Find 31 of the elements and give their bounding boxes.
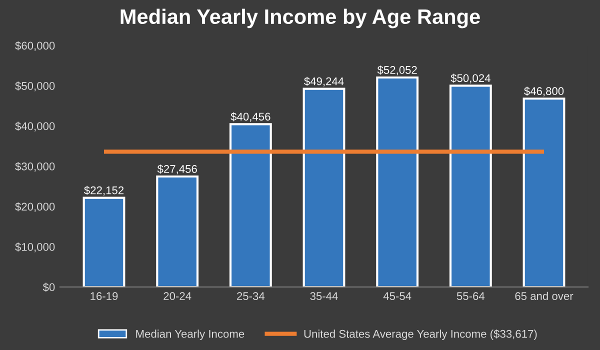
y-tick-label: $60,000 [15,41,55,51]
bar [522,98,566,287]
data-label: $52,052 [377,66,417,76]
data-label: $50,024 [450,74,490,84]
data-label: $46,800 [524,86,564,96]
bar [449,84,492,287]
bar [376,76,419,287]
data-label: $49,244 [304,76,344,87]
y-tick-label: $30,000 [15,162,55,172]
bar [82,196,126,287]
legend-label: United States Average Yearly Income ($33,617) [304,329,537,340]
x-tick-label: 16-19 [90,292,118,300]
x-tick-label: 45-54 [383,292,412,300]
x-tick-label: 25-34 [237,292,265,300]
x-tick-label: 55-64 [456,292,485,300]
y-tick-label: $20,000 [15,202,55,212]
data-label: $40,456 [230,112,270,122]
y-tick-label: $40,000 [15,122,55,132]
data-label: $27,456 [157,164,197,174]
y-tick-label: $0 [42,282,55,292]
data-label: $22,152 [84,186,124,196]
bar [156,175,199,287]
bar [302,88,346,287]
chart-title: Median Yearly Income by Age Range [120,8,480,28]
y-tick-label: $50,000 [15,82,55,92]
bar [229,123,272,287]
y-tick-label: $10,000 [15,242,55,252]
x-tick-label: 20-24 [164,292,192,300]
legend-label: Median Yearly Income [136,330,244,340]
x-tick-label: 35-44 [310,292,338,300]
x-tick-label: 65 and over [515,292,574,300]
